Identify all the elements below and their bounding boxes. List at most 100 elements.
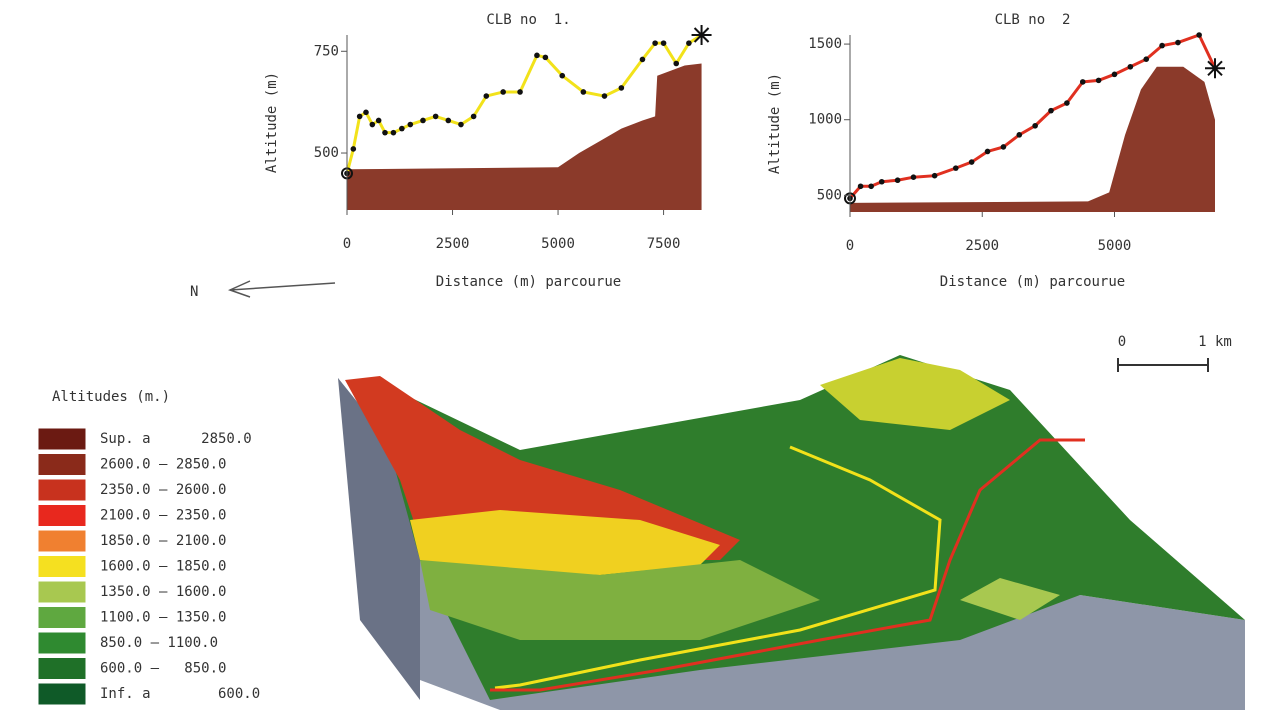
flight-point — [931, 172, 938, 179]
chart-title: CLB no 2 — [995, 12, 1071, 28]
legend-label: 1850.0 – 2100.0 — [100, 533, 226, 549]
flight-point — [1127, 63, 1134, 70]
x-tick-label: 2500 — [965, 238, 999, 254]
flight-path — [494, 445, 942, 690]
x-tick-label: 5000 — [541, 236, 575, 252]
y-axis-label: Altitude (m) — [767, 73, 783, 174]
flight-point — [534, 52, 540, 59]
flight-point — [1143, 56, 1150, 63]
legend-label: Sup. a 2850.0 — [100, 431, 252, 447]
flight-point — [618, 85, 625, 91]
north-arrow-head — [227, 280, 251, 298]
scale-label: 1 km — [1198, 334, 1232, 350]
flight-point — [483, 93, 490, 99]
x-tick-label: 0 — [343, 236, 351, 252]
y-tick-label: 750 — [314, 43, 339, 59]
flight-point — [952, 165, 959, 171]
legend-swatch — [37, 606, 87, 629]
terrain-band — [410, 510, 720, 575]
flight-point — [878, 178, 885, 185]
terrain-band — [420, 560, 820, 640]
flight-point — [601, 93, 608, 99]
flight-point — [517, 89, 523, 95]
legend-label: 1100.0 – 1350.0 — [100, 610, 226, 626]
legend-swatch — [37, 478, 87, 502]
x-axis-label: Distance (m) parcourue — [940, 274, 1125, 290]
flight-point — [639, 56, 646, 63]
y-axis-label: Altitude (m) — [264, 72, 280, 173]
flight-point — [1159, 42, 1165, 49]
x-tick-label: 2500 — [436, 236, 470, 252]
y-tick-label: 500 — [817, 187, 842, 203]
y-tick-label: 1000 — [808, 112, 842, 128]
x-tick-label: 7500 — [647, 236, 681, 252]
end-marker — [691, 25, 712, 45]
terrain-area — [850, 66, 1215, 213]
flight-point — [580, 89, 587, 95]
end-marker — [1205, 58, 1225, 79]
legend-label: 2600.0 – 2850.0 — [100, 457, 226, 473]
north-arrow — [229, 282, 336, 291]
terrain-side — [338, 378, 1245, 710]
flight-point — [910, 174, 917, 181]
terrain-3d — [338, 355, 1245, 710]
flight-point — [686, 40, 692, 46]
flight-point — [445, 117, 452, 124]
y-tick-label: 1500 — [808, 36, 842, 52]
legend-swatch — [37, 631, 87, 655]
x-axis-label: Distance (m) parcourue — [436, 274, 621, 290]
flight-point — [1175, 39, 1181, 46]
flight-point — [542, 54, 549, 61]
flight-point — [660, 40, 667, 46]
flight-point — [1079, 79, 1086, 85]
x-tick-label: 0 — [846, 238, 854, 254]
flight-point — [857, 183, 864, 190]
legend-label: Inf. a 600.0 — [100, 686, 260, 702]
legend-swatch — [37, 657, 87, 680]
legend-swatch — [37, 504, 87, 527]
flight-point — [1064, 100, 1070, 106]
flight-point — [470, 113, 477, 120]
flight-point — [350, 146, 357, 152]
flight-point — [375, 117, 382, 124]
x-tick-label: 5000 — [1098, 238, 1132, 254]
flight-point — [1048, 107, 1054, 114]
legend-label: 2100.0 – 2350.0 — [100, 508, 226, 524]
scale-label: 0 — [1118, 334, 1126, 350]
flight-point — [984, 148, 991, 155]
terrain-knoll — [960, 578, 1060, 620]
flight-point — [356, 113, 363, 120]
legend-label: 2350.0 – 2600.0 — [100, 482, 226, 498]
legend-swatch — [37, 555, 87, 578]
terrain-area — [347, 63, 702, 210]
flight-point — [382, 129, 388, 136]
flight-point — [432, 113, 439, 120]
flight-point — [363, 109, 369, 116]
legend-label: 850.0 – 1100.0 — [100, 635, 218, 651]
flight-point — [1016, 132, 1023, 138]
flight-point — [399, 125, 405, 132]
flight-point — [652, 40, 658, 46]
legend-swatch — [37, 682, 87, 706]
legend-swatch — [37, 529, 87, 553]
flight-point — [369, 121, 376, 128]
terrain-high — [345, 376, 740, 560]
legend-swatch — [37, 580, 87, 604]
flight-point — [458, 121, 464, 128]
flight-point — [1000, 144, 1007, 150]
flight-point — [559, 72, 566, 79]
flight-path — [490, 438, 1085, 692]
legend-label: 1600.0 – 1850.0 — [100, 559, 226, 575]
flight-point — [673, 60, 680, 67]
flight-point — [1032, 122, 1038, 129]
flight-point — [1111, 71, 1118, 78]
flight-point — [420, 117, 426, 124]
flight-point — [1196, 32, 1202, 38]
flight-point — [894, 177, 901, 184]
flight-point — [407, 121, 414, 128]
flight-point — [500, 89, 506, 95]
legend-swatch — [37, 427, 87, 451]
flight-point — [868, 183, 874, 190]
flight-point — [968, 159, 975, 165]
